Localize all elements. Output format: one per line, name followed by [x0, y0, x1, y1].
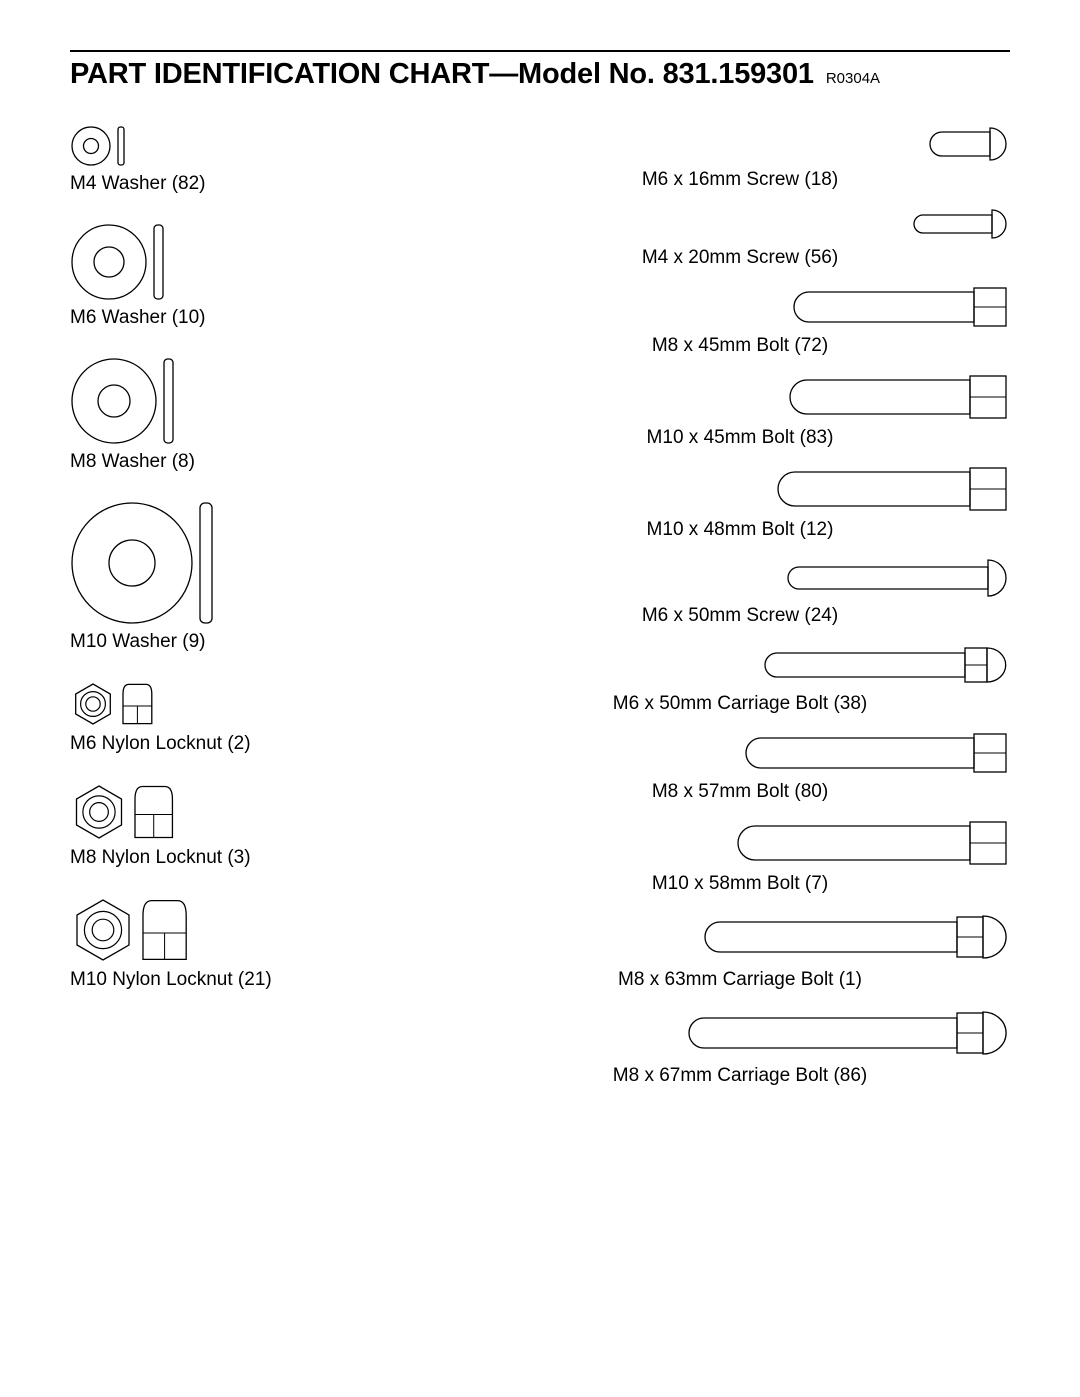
part-item: M6 x 50mm Carriage Bolt (38)	[470, 643, 1010, 715]
title-row: PART IDENTIFICATION CHART—Model No. 831.…	[70, 58, 1010, 91]
part-item: M8 Nylon Locknut (3)	[70, 783, 430, 869]
part-label: M8 x 67mm Carriage Bolt (86)	[470, 1065, 1010, 1087]
part-item: M6 x 50mm Screw (24)	[470, 557, 1010, 627]
part-item: M10 x 48mm Bolt (12)	[470, 465, 1010, 541]
part-item: M6 Nylon Locknut (2)	[70, 681, 430, 755]
part-item: M8 Washer (8)	[70, 357, 430, 473]
part-item: M8 x 67mm Carriage Bolt (86)	[470, 1007, 1010, 1087]
part-label: M6 x 50mm Carriage Bolt (38)	[470, 693, 1010, 715]
columns: M4 Washer (82) M6 Washer (10) M8 Washer …	[70, 125, 1010, 1103]
part-item: M10 Nylon Locknut (21)	[70, 897, 430, 991]
part-label: M8 Nylon Locknut (3)	[70, 847, 430, 869]
part-item: M8 x 57mm Bolt (80)	[470, 731, 1010, 803]
part-label: M10 x 48mm Bolt (12)	[470, 519, 1010, 541]
part-item: M4 x 20mm Screw (56)	[470, 207, 1010, 269]
part-label: M8 x 57mm Bolt (80)	[470, 781, 1010, 803]
part-label: M4 Washer (82)	[70, 173, 430, 195]
part-label: M8 x 45mm Bolt (72)	[470, 335, 1010, 357]
part-label: M6 Washer (10)	[70, 307, 430, 329]
part-label: M6 x 16mm Screw (18)	[470, 169, 1010, 191]
part-item: M10 x 58mm Bolt (7)	[470, 819, 1010, 895]
part-item: M4 Washer (82)	[70, 125, 430, 195]
right-column: M6 x 16mm Screw (18) M4 x 20mm Screw (56…	[470, 125, 1010, 1103]
part-label: M8 x 63mm Carriage Bolt (1)	[470, 969, 1010, 991]
page-title: PART IDENTIFICATION CHART—Model No. 831.…	[70, 58, 814, 91]
header-rule	[70, 50, 1010, 52]
part-item: M6 x 16mm Screw (18)	[470, 125, 1010, 191]
part-label: M6 x 50mm Screw (24)	[470, 605, 1010, 627]
part-item: M10 x 45mm Bolt (83)	[470, 373, 1010, 449]
part-label: M10 Nylon Locknut (21)	[70, 969, 430, 991]
part-label: M6 Nylon Locknut (2)	[70, 733, 430, 755]
part-label: M4 x 20mm Screw (56)	[470, 247, 1010, 269]
part-item: M6 Washer (10)	[70, 223, 430, 329]
part-item: M8 x 45mm Bolt (72)	[470, 285, 1010, 357]
part-item: M10 Washer (9)	[70, 501, 430, 653]
part-label: M10 Washer (9)	[70, 631, 430, 653]
part-label: M8 Washer (8)	[70, 451, 430, 473]
part-label: M10 x 45mm Bolt (83)	[470, 427, 1010, 449]
part-item: M8 x 63mm Carriage Bolt (1)	[470, 911, 1010, 991]
left-column: M4 Washer (82) M6 Washer (10) M8 Washer …	[70, 125, 430, 1103]
revision-code: R0304A	[826, 70, 880, 87]
part-label: M10 x 58mm Bolt (7)	[470, 873, 1010, 895]
